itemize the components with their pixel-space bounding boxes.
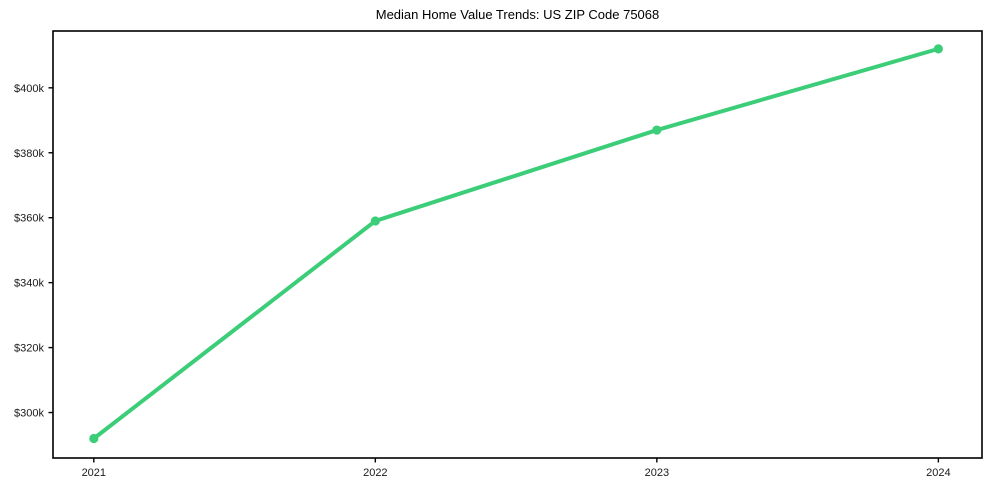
data-point-2022 (370, 216, 380, 226)
x-tick-label: 2021 (82, 467, 106, 479)
chart-title: Median Home Value Trends: US ZIP Code 75… (375, 7, 660, 22)
data-point-2023 (652, 125, 662, 135)
y-tick-label: $320k (14, 343, 44, 355)
y-tick-label: $380k (14, 148, 44, 160)
y-tick-label: $400k (14, 83, 44, 95)
y-tick-label: $300k (14, 408, 44, 420)
data-point-2024 (933, 44, 943, 54)
y-tick-label: $340k (14, 278, 44, 290)
x-tick-label: 2024 (926, 467, 950, 479)
y-tick-label: $360k (14, 213, 44, 225)
x-tick-label: 2023 (645, 467, 669, 479)
data-point-2021 (89, 433, 99, 444)
trend-line (91, 46, 941, 441)
x-tick-label: 2022 (363, 467, 387, 479)
plot-border (52, 30, 983, 459)
